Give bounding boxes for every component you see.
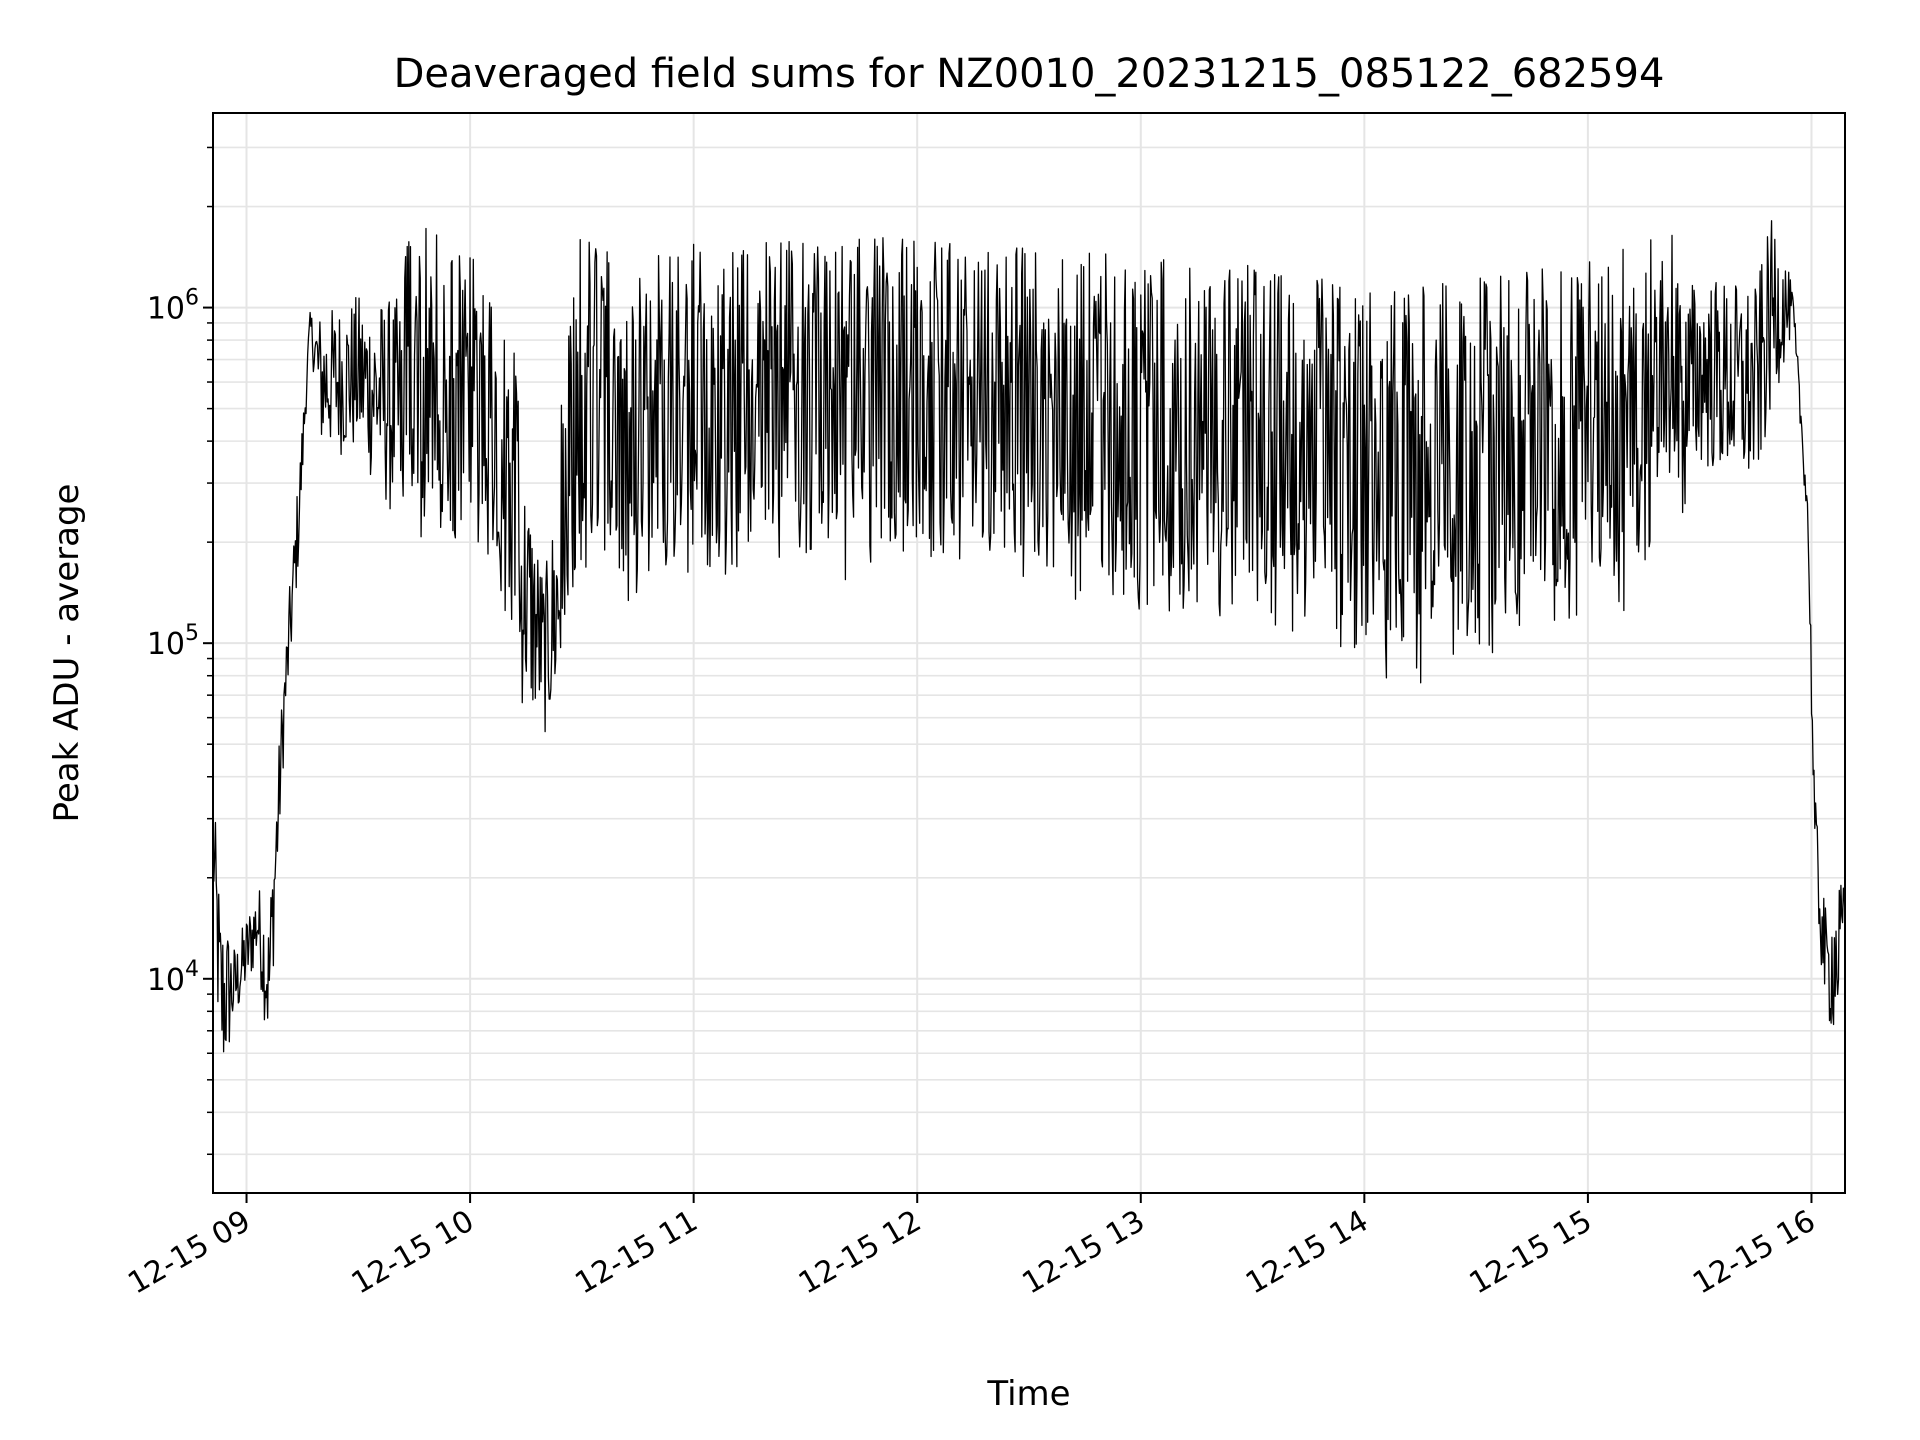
chart-title: Deaveraged field sums for NZ0010_2023121…: [394, 51, 1665, 97]
y-tick-label-base: 10: [147, 963, 185, 998]
y-tick-label-exponent: 6: [185, 286, 199, 311]
series-line: [212, 220, 1846, 1053]
y-tick-label-base: 10: [147, 627, 185, 662]
y-tick-label: 105: [147, 621, 199, 662]
x-axis-title: Time: [986, 1374, 1070, 1414]
y-tick-label-exponent: 5: [185, 621, 199, 646]
data-series: [212, 220, 1846, 1053]
y-tick-label-base: 10: [147, 292, 185, 327]
y-tick-label-exponent: 4: [185, 957, 199, 982]
y-axis-title: Peak ADU - average: [47, 484, 87, 823]
plot-frame: [212, 112, 1846, 1194]
y-tick-label: 106: [147, 286, 199, 327]
y-tick-label: 104: [147, 957, 199, 998]
